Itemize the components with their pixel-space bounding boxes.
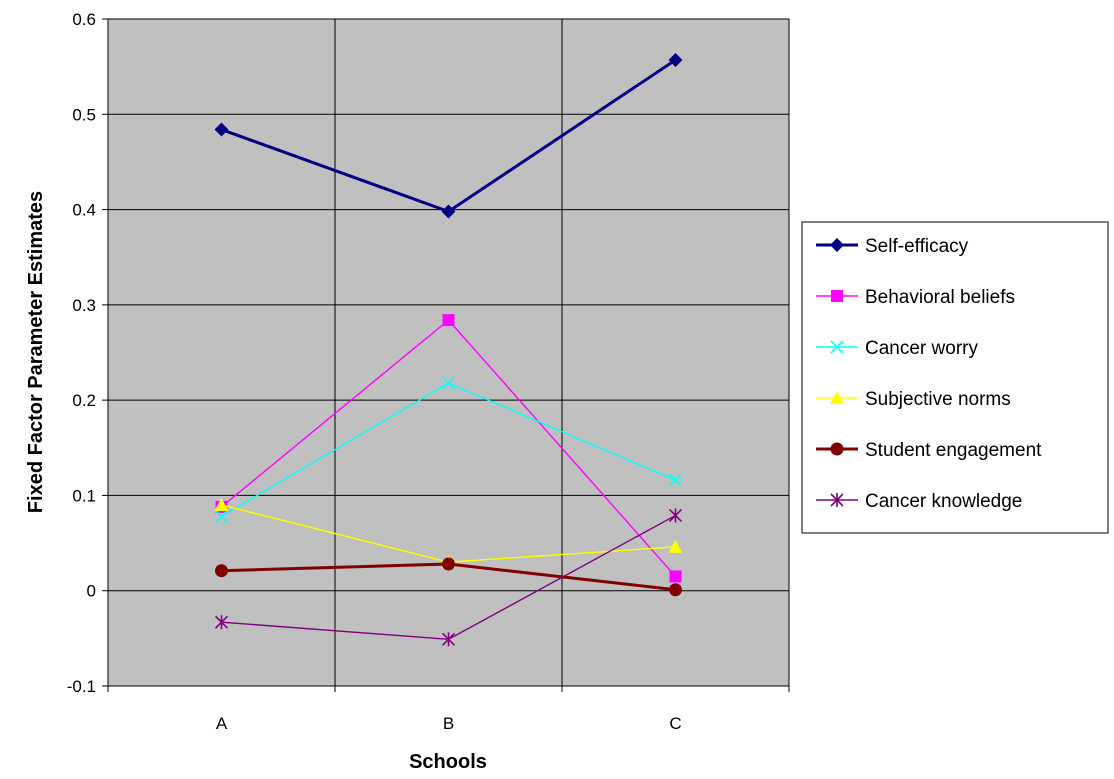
legend-marker-subjective-norms (830, 391, 844, 404)
data-point-cancer-knowledge (214, 615, 229, 630)
plot-area (107, 18, 790, 687)
legend: Self-efficacy Behavioral beliefs Cancer wo… (801, 221, 1109, 534)
x-tick-label: A (216, 714, 228, 733)
y-tick-label: 0.2 (72, 391, 96, 410)
legend-box (801, 221, 1109, 534)
data-point-subjective-norms (214, 497, 229, 511)
data-point-behavioral-beliefs (442, 314, 455, 327)
x-axis-title: Schools (409, 751, 487, 773)
data-point-cancer-worry (668, 473, 683, 487)
data-point-student-engagement (215, 564, 228, 578)
legend-marker-cancer-knowledge (830, 493, 844, 507)
legend-marker-self-efficacy (830, 238, 844, 252)
legend-label-subjective-norms: Subjective norms (865, 389, 1011, 410)
series-self-efficacy (214, 52, 683, 219)
x-tick-label: B (443, 714, 454, 733)
series-cancer-knowledge (214, 508, 683, 647)
data-point-self-efficacy (214, 122, 229, 137)
data-point-student-engagement (442, 557, 455, 571)
legend-item-behavioral-beliefs: Behavioral beliefs (816, 287, 1015, 308)
data-point-cancer-knowledge (668, 508, 683, 523)
series-lines (214, 52, 683, 647)
data-point-self-efficacy (441, 204, 456, 219)
y-tick-label: 0.1 (72, 486, 96, 505)
marker-stroke (668, 473, 683, 487)
y-tick-label: 0.5 (72, 105, 96, 124)
data-point-subjective-norms (668, 539, 683, 553)
data-point-cancer-worry (214, 509, 229, 523)
legend-marker-behavioral-beliefs (831, 290, 843, 302)
data-point-behavioral-beliefs (669, 570, 682, 583)
marker-stroke (441, 376, 456, 390)
axes: -0.1 0 0.1 0.2 0.3 0.4 0.5 0.6 A B C (67, 10, 790, 733)
legend-label-cancer-worry: Cancer worry (865, 338, 978, 359)
y-tick-label: 0.4 (72, 201, 96, 220)
marker-stroke (214, 509, 229, 523)
legend-item-cancer-worry: Cancer worry (816, 338, 978, 359)
series-cancer-worry (214, 376, 683, 523)
x-tick-label: C (669, 714, 681, 733)
legend-label-behavioral-beliefs: Behavioral beliefs (865, 287, 1015, 308)
legend-item-subjective-norms: Subjective norms (816, 389, 1011, 410)
marker-stroke (830, 340, 844, 354)
legend-label-student-engagement: Student engagement (865, 440, 1042, 461)
legend-label-cancer-knowledge: Cancer knowledge (865, 491, 1022, 512)
legend-marker-student-engagement (830, 442, 844, 456)
legend-marker-cancer-worry (830, 340, 844, 354)
legend-label-self-efficacy: Self-efficacy (865, 236, 969, 257)
data-point-cancer-knowledge (441, 632, 456, 647)
series-student-engagement (215, 557, 682, 597)
y-axis-title: Fixed Factor Parameter Estimates (25, 191, 47, 513)
data-point-self-efficacy (668, 52, 683, 67)
y-tick-label: 0 (87, 582, 96, 601)
data-point-cancer-worry (441, 376, 456, 390)
y-tick-label: -0.1 (67, 677, 96, 696)
y-tick-label: 0.6 (72, 10, 96, 29)
legend-item-self-efficacy: Self-efficacy (816, 236, 969, 257)
data-point-student-engagement (669, 583, 682, 597)
y-tick-label: 0.3 (72, 296, 96, 315)
legend-item-cancer-knowledge: Cancer knowledge (816, 491, 1022, 512)
legend-item-student-engagement: Student engagement (816, 440, 1042, 461)
